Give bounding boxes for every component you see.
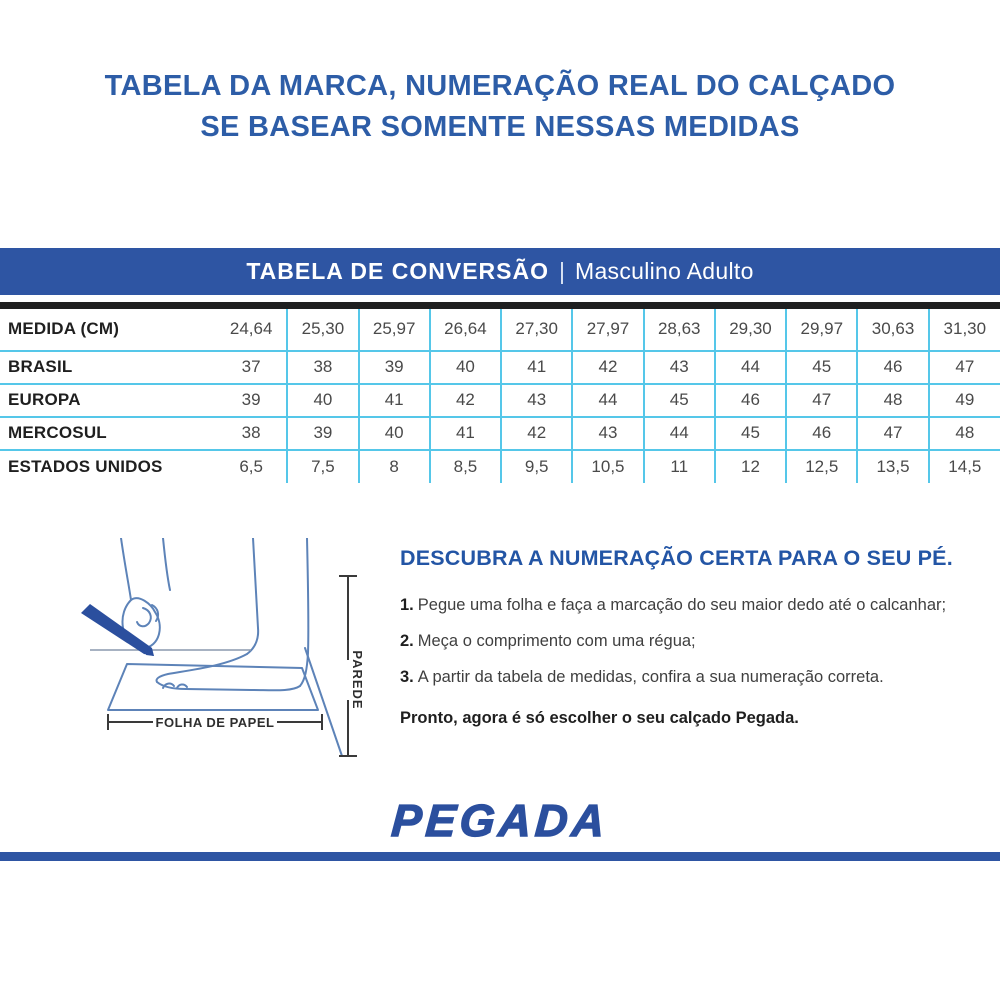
size-cell: 49 [927, 383, 1000, 418]
page-title: TABELA DA MARCA, NUMERAÇÃO REAL DO CALÇA… [0, 66, 1000, 148]
size-cell: 29,97 [785, 305, 858, 352]
bottom-divider-bar [0, 852, 1000, 861]
size-cell: 27,30 [500, 305, 573, 352]
size-cell: 41 [357, 383, 430, 418]
size-cell: 10,5 [571, 449, 644, 483]
size-cell: 7,5 [286, 449, 359, 483]
size-cell: 43 [642, 350, 715, 385]
size-cell: 44 [571, 383, 644, 418]
size-cell: 46 [785, 416, 858, 451]
paper-sheet-shape [107, 663, 319, 711]
step-number: 3. [400, 668, 414, 686]
table-row: EUROPA 39 40 41 42 43 44 45 46 47 48 49 [0, 383, 1000, 418]
size-cell: 42 [428, 383, 502, 418]
size-cell: 14,5 [927, 449, 1000, 483]
size-cell: 6,5 [239, 456, 263, 476]
size-cell: 43 [500, 383, 573, 418]
table-row: MERCOSUL 38 39 40 41 42 43 44 45 46 47 48 [0, 416, 1000, 451]
size-cell: 27,97 [571, 305, 644, 352]
size-cell: 39 [357, 350, 430, 385]
size-cell: 48 [856, 383, 929, 418]
size-cell: 45 [785, 350, 858, 385]
row-label: BRASIL [0, 350, 216, 385]
size-cell: 12 [713, 449, 787, 483]
size-cell: 40 [428, 350, 502, 385]
size-cell: 42 [500, 416, 573, 451]
size-cell: 11 [642, 449, 715, 483]
size-cell: 47 [856, 416, 929, 451]
size-cell: 25,30 [286, 305, 359, 352]
size-cell: 44 [642, 416, 715, 451]
size-cell: 39 [286, 416, 359, 451]
step-text: Meça o comprimento com uma régua; [417, 632, 696, 650]
page-title-line2: SE BASEAR SOMENTE NESSAS MEDIDAS [200, 111, 800, 143]
size-cell: 8,5 [428, 449, 502, 483]
table-row: ESTADOS UNIDOS 6,5 7,5 8 8,5 9,5 10,5 11 12 12,5 1… [0, 449, 1000, 483]
size-cell: 42 [571, 350, 644, 385]
pegada-logo: PEGADA [389, 794, 611, 846]
size-cell: 9,5 [500, 449, 573, 483]
banner-title: TABELA DE CONVERSÃO [246, 258, 549, 284]
size-cell: 28,63 [642, 305, 715, 352]
instructions-heading: DESCUBRA A NUMERAÇÃO CERTA PARA O SEU PÉ… [400, 546, 953, 570]
instruction-step-3: 3. A partir da tabela de medidas, confira… [400, 667, 980, 688]
instructions-closing: Pronto, agora é só escolher o seu calçad… [400, 709, 799, 727]
size-cell: 38 [216, 416, 288, 451]
foot-measuring-diagram: FOLHA DE PAPEL PAREDE [81, 538, 365, 757]
size-cell: 47 [785, 383, 858, 418]
size-cell: 41 [500, 350, 573, 385]
size-cell: 29,30 [713, 305, 787, 352]
size-cell: 40 [286, 383, 359, 418]
size-cell: 47 [927, 350, 1000, 385]
wall-label: PAREDE [350, 650, 365, 709]
paper-width-dimension [107, 714, 323, 730]
size-conversion-table: MEDIDA (CM) 24,64 25,30 25,97 26,64 27,30 27,9… [0, 302, 1000, 483]
size-cell: 12,5 [785, 449, 858, 483]
size-cell: 25,97 [357, 305, 430, 352]
size-cell: 24,64 [216, 305, 288, 352]
size-cell: 13,5 [856, 449, 929, 483]
size-cell: 45 [713, 416, 787, 451]
size-cell: 31,30 [927, 305, 1000, 352]
size-cell: 39 [216, 383, 288, 418]
size-cell: 30,63 [856, 305, 929, 352]
banner-separator: | [559, 258, 565, 284]
row-label: ESTADOS UNIDOS [8, 456, 163, 476]
size-cell: 26,64 [428, 305, 502, 352]
size-cell: 48 [927, 416, 1000, 451]
page-title-line1: TABELA DA MARCA, NUMERAÇÃO REAL DO CALÇA… [104, 70, 896, 102]
size-cell: 46 [856, 350, 929, 385]
size-cell: 43 [571, 416, 644, 451]
table-row: BRASIL 37 38 39 40 41 42 43 44 45 46 47 [0, 350, 1000, 385]
size-cell: 8 [357, 449, 430, 483]
table-row: MEDIDA (CM) 24,64 25,30 25,97 26,64 27,30 27,9… [0, 305, 1000, 352]
banner-subtitle: Masculino Adulto [574, 258, 754, 284]
size-cell: 41 [428, 416, 502, 451]
size-cell: 44 [713, 350, 787, 385]
instructions-panel: DESCUBRA A NUMERAÇÃO CERTA PARA O SEU PÉ… [400, 546, 980, 728]
size-cell: 38 [286, 350, 359, 385]
row-label: MEDIDA (CM) [0, 305, 216, 352]
conversion-table-banner: TABELA DE CONVERSÃO | Masculino Adulto [0, 248, 1000, 295]
instruction-step-1: 1. Pegue uma folha e faça a marcação do s… [400, 595, 980, 616]
paper-label: FOLHA DE PAPEL [156, 715, 275, 730]
size-cell: 40 [357, 416, 430, 451]
size-cell: 46 [713, 383, 787, 418]
step-text: A partir da tabela de medidas, confira a… [417, 668, 884, 686]
wall-height-dimension [339, 575, 357, 757]
wall-line [304, 647, 343, 757]
size-cell: 45 [642, 383, 715, 418]
step-number: 1. [400, 596, 414, 614]
step-text: Pegue uma folha e faça a marcação do seu… [417, 596, 947, 614]
size-cell: 37 [216, 350, 288, 385]
step-number: 2. [400, 632, 414, 650]
row-label: EUROPA [0, 383, 216, 418]
instruction-step-2: 2. Meça o comprimento com uma régua; [400, 631, 980, 652]
row-label: MERCOSUL [0, 416, 216, 451]
pen-icon [81, 604, 154, 656]
